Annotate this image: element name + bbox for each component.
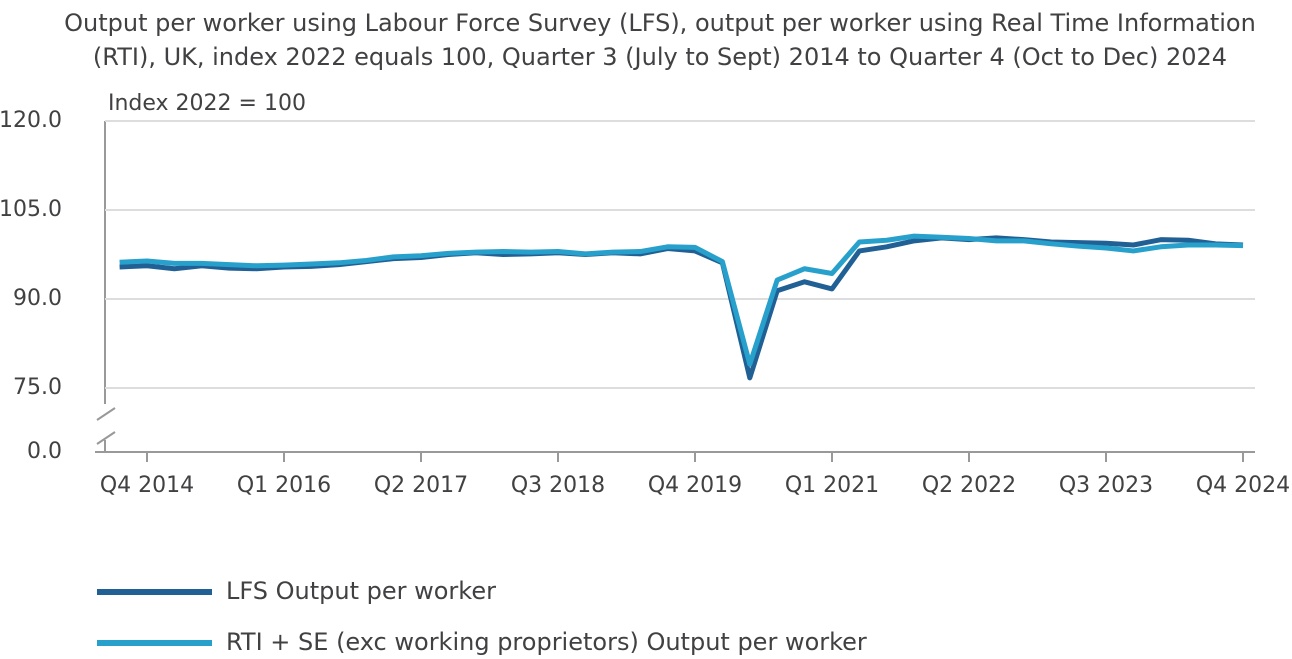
- y-axis-label: Index 2022 = 100: [108, 91, 306, 116]
- y-tick-label: 75.0: [13, 375, 62, 400]
- x-tick-label: Q4 2019: [648, 473, 742, 498]
- x-tick-label: Q2 2022: [922, 473, 1016, 498]
- x-tick-label: Q3 2023: [1059, 473, 1153, 498]
- x-tick-label: Q2 2017: [374, 473, 468, 498]
- x-tick-label: Q4 2024: [1196, 473, 1290, 498]
- axis-break: [96, 407, 116, 421]
- y-tick-label: 120.0: [0, 108, 62, 133]
- y-tick-label: 90.0: [13, 286, 62, 311]
- x-tick-label: Q1 2021: [785, 473, 879, 498]
- y-tick-label: 105.0: [0, 197, 62, 222]
- line-series: [119, 233, 1244, 367]
- x-tick-label: Q4 2014: [100, 473, 194, 498]
- y-tick-label: 0.0: [27, 439, 62, 464]
- chart-title: Output per worker using Labour Force Sur…: [64, 9, 1256, 71]
- legend-label: LFS Output per worker: [226, 577, 496, 605]
- x-tick-label: Q3 2018: [511, 473, 605, 498]
- axis-break: [96, 431, 116, 445]
- legend-label: RTI + SE (exc working proprietors) Outpu…: [226, 628, 867, 656]
- line-series: [119, 235, 1244, 381]
- x-tick-label: Q1 2016: [237, 473, 331, 498]
